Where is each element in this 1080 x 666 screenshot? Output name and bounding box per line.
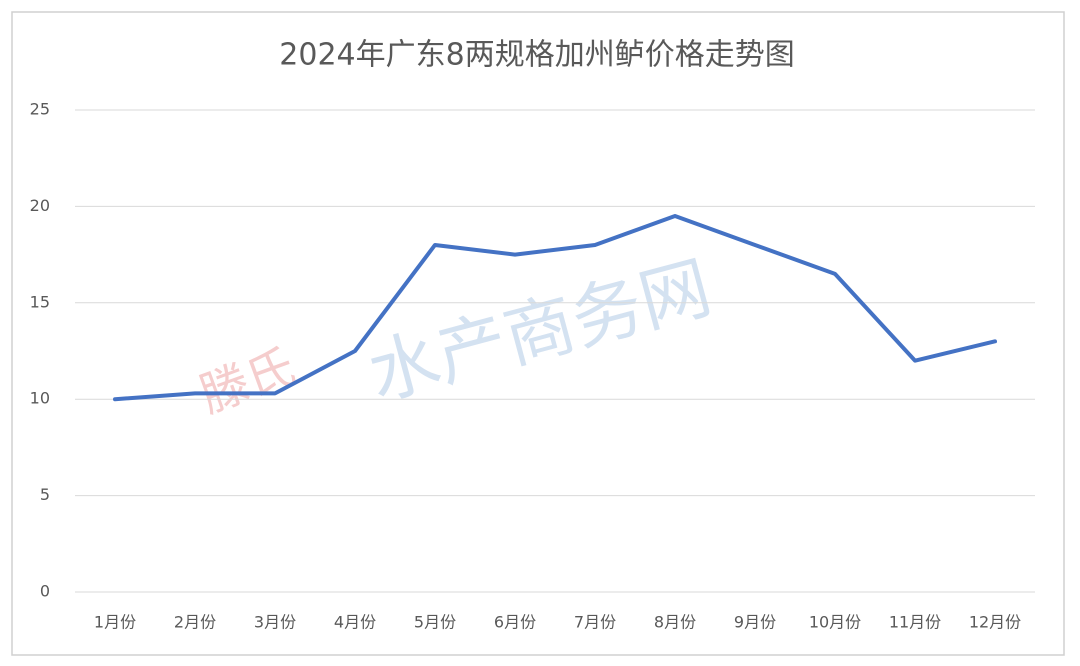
x-tick-label: 12月份 xyxy=(969,613,1021,632)
y-tick-label: 15 xyxy=(30,292,50,311)
x-tick-label: 10月份 xyxy=(809,613,861,632)
x-tick-label: 6月份 xyxy=(494,613,536,632)
y-tick-label: 10 xyxy=(30,389,50,408)
x-tick-label: 5月份 xyxy=(414,613,456,632)
y-tick-label: 20 xyxy=(30,196,50,215)
x-tick-label: 8月份 xyxy=(654,613,696,632)
x-tick-label: 7月份 xyxy=(574,613,616,632)
y-tick-label: 0 xyxy=(40,582,50,601)
y-tick-label: 5 xyxy=(40,485,50,504)
x-tick-label: 3月份 xyxy=(254,613,296,632)
x-tick-label: 1月份 xyxy=(94,613,136,632)
y-tick-label: 25 xyxy=(30,100,50,119)
chart-title: 2024年广东8两规格加州鲈价格走势图 xyxy=(279,38,794,73)
x-tick-label: 11月份 xyxy=(889,613,941,632)
x-tick-label: 2月份 xyxy=(174,613,216,632)
x-tick-label: 4月份 xyxy=(334,613,376,632)
data-line xyxy=(113,214,997,402)
x-tick-label: 9月份 xyxy=(734,613,776,632)
